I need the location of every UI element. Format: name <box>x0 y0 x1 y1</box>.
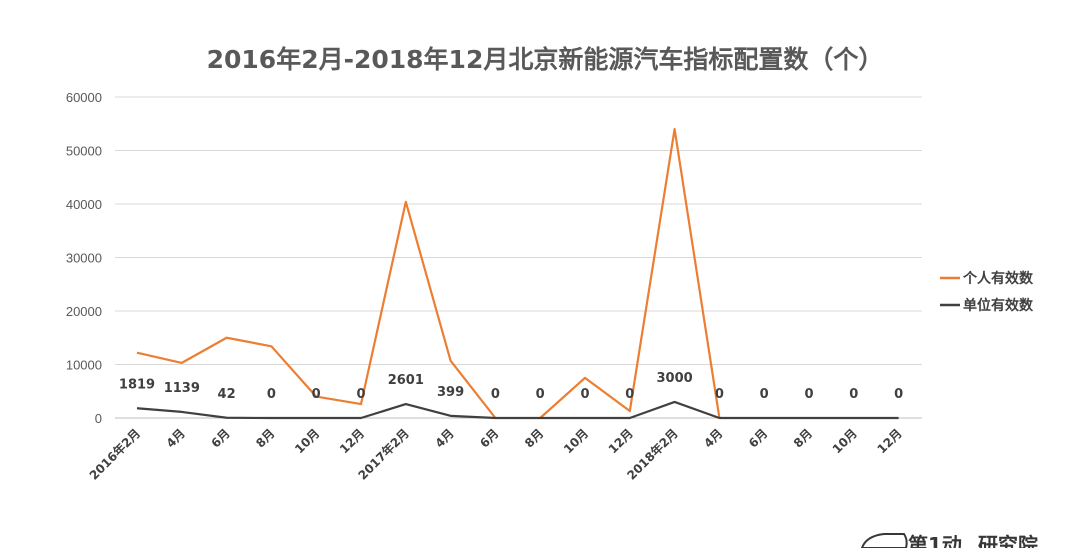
data-label: 0 <box>356 387 365 402</box>
y-tick-label: 0 <box>95 411 102 426</box>
watermark-logo: 第1动 研究院 <box>860 533 1038 548</box>
series-line-1 <box>136 400 899 420</box>
data-label: 0 <box>491 387 500 402</box>
series-lines <box>136 128 899 420</box>
x-tick-label: 4月 <box>432 426 456 450</box>
y-tick-label: 40000 <box>66 197 102 212</box>
watermark-brand-left: 第1动 <box>908 533 962 548</box>
data-label: 2601 <box>388 373 424 388</box>
data-label: 0 <box>267 387 276 402</box>
data-label: 0 <box>536 387 545 402</box>
data-label: 0 <box>894 387 903 402</box>
y-tick-label: 10000 <box>66 358 102 373</box>
data-labels: 1819 1139 42 0 0 0 2601 399 0 0 0 0 3000 0 0 0 0 0 <box>119 371 903 402</box>
data-label: 3000 <box>657 371 693 386</box>
car-logo-icon <box>860 533 908 548</box>
x-tick-label: 8月 <box>522 426 546 450</box>
x-tick-label: 12月 <box>606 426 636 456</box>
legend: 个人有效数 单位有效数 <box>940 270 1034 314</box>
data-label: 42 <box>218 387 236 402</box>
x-tick-label: 6月 <box>208 426 232 450</box>
series-line-0 <box>136 200 497 419</box>
y-tick-label: 60000 <box>66 90 102 105</box>
data-label: 0 <box>760 387 769 402</box>
data-label: 0 <box>625 387 634 402</box>
x-tick-label: 6月 <box>746 426 770 450</box>
data-label: 0 <box>580 387 589 402</box>
data-label: 1819 <box>119 377 155 392</box>
legend-label-unit: 单位有效数 <box>963 297 1034 314</box>
x-tick-label: 8月 <box>253 426 277 450</box>
y-tick-label: 30000 <box>66 251 102 266</box>
data-label: 0 <box>849 387 858 402</box>
y-tick-label: 20000 <box>66 304 102 319</box>
data-label: 1139 <box>164 381 200 396</box>
data-label: 0 <box>715 387 724 402</box>
x-tick-label: 10月 <box>830 426 860 456</box>
watermark-brand-right: 研究院 <box>978 533 1038 548</box>
y-axis-ticks: 0 10000 20000 30000 40000 50000 60000 <box>66 90 102 426</box>
x-tick-label: 10月 <box>561 426 591 456</box>
x-tick-label: 12月 <box>875 426 905 456</box>
x-tick-label: 12月 <box>337 426 367 456</box>
legend-label-personal: 个人有效数 <box>962 270 1034 287</box>
x-tick-label: 4月 <box>164 426 188 450</box>
data-label: 399 <box>437 385 464 400</box>
series-line-0 <box>539 128 721 419</box>
x-tick-label: 6月 <box>477 426 501 450</box>
x-tick-label: 10月 <box>292 426 322 456</box>
data-label: 0 <box>804 387 813 402</box>
x-tick-label: 4月 <box>701 426 725 450</box>
x-tick-label: 8月 <box>791 426 815 450</box>
y-tick-label: 50000 <box>66 144 102 159</box>
x-tick-label: 2016年2月 <box>86 426 143 483</box>
data-label: 0 <box>312 387 321 402</box>
gridlines <box>115 96 922 419</box>
chart-title: 2016年2月-2018年12月北京新能源汽车指标配置数（个） <box>207 45 884 74</box>
